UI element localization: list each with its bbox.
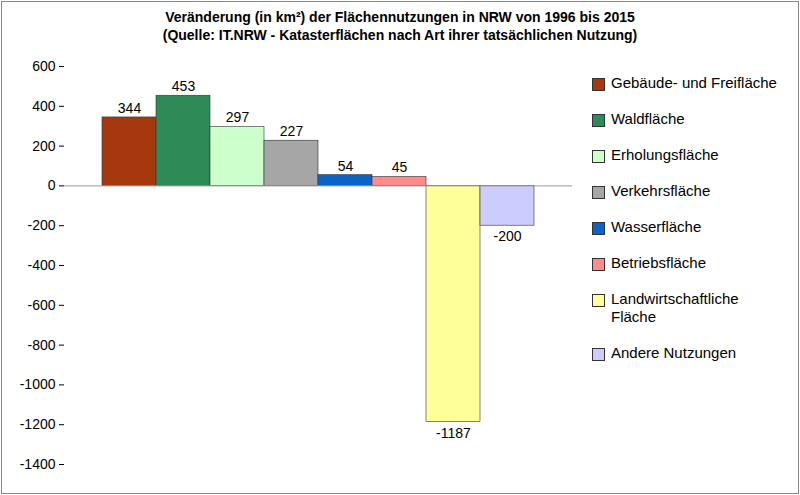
svg-text:54: 54 xyxy=(338,158,354,174)
svg-text:-1000: -1000 xyxy=(20,376,56,392)
svg-text:-200: -200 xyxy=(493,228,521,244)
svg-text:344: 344 xyxy=(118,100,142,116)
svg-text:200: 200 xyxy=(32,138,56,154)
html-text:Gebäude- und Freifläche: Gebäude- und Freifläche xyxy=(611,74,777,91)
html-text:Wasserfläche: Wasserfläche xyxy=(611,218,702,235)
svg-text:-1400: -1400 xyxy=(20,456,56,472)
svg-text:-200: -200 xyxy=(27,217,55,233)
svg-text:453: 453 xyxy=(172,78,196,94)
svg-text:400: 400 xyxy=(32,98,56,114)
html-text:Landwirtschaftliche Fläche: Landwirtschaftliche Fläche xyxy=(611,290,739,325)
svg-text:45: 45 xyxy=(392,159,408,175)
svg-text:-1200: -1200 xyxy=(20,416,56,432)
html-text:(Quelle: IT.NRW - Katasterfläc: (Quelle: IT.NRW - Katasterflächen nach A… xyxy=(162,27,638,43)
html-text:Andere Nutzungen: Andere Nutzungen xyxy=(611,344,737,361)
svg-text:227: 227 xyxy=(280,123,304,139)
svg-text:-600: -600 xyxy=(27,297,55,313)
svg-text:0: 0 xyxy=(48,177,56,193)
html-text:Veränderung (in km²) der Fläch: Veränderung (in km²) der Flächennutzunge… xyxy=(165,9,635,25)
html-text:Verkehrsfläche: Verkehrsfläche xyxy=(611,182,711,199)
html-text:Erholungsfläche: Erholungsfläche xyxy=(611,146,719,163)
svg-text:-1187: -1187 xyxy=(436,425,471,441)
html-text:Waldfläche: Waldfläche xyxy=(611,110,685,127)
svg-text:600: 600 xyxy=(32,58,56,74)
svg-text:-400: -400 xyxy=(27,257,55,273)
svg-text:-800: -800 xyxy=(27,337,55,353)
svg-text:297: 297 xyxy=(226,109,250,125)
html-text:Betriebsfläche: Betriebsfläche xyxy=(611,254,707,271)
